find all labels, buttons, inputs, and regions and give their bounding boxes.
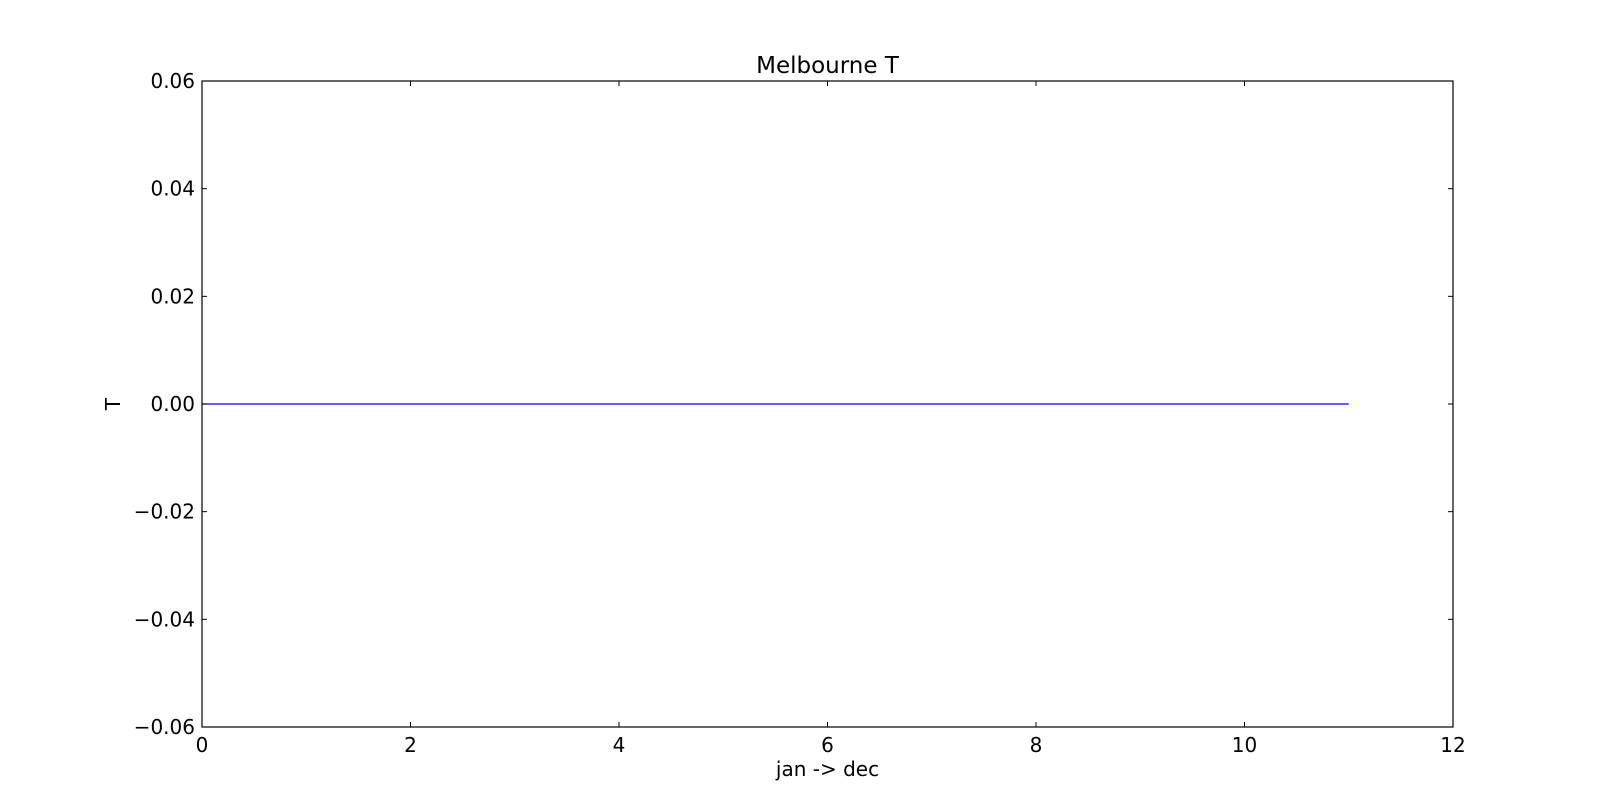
x-tick-label: 12 <box>1440 733 1465 757</box>
x-tick-label: 10 <box>1232 733 1257 757</box>
x-axis-title: jan -> dec <box>775 757 879 781</box>
x-tick-label: 8 <box>1030 733 1043 757</box>
y-tick-label: 0.04 <box>150 177 195 201</box>
y-tick-label: 0.02 <box>150 284 195 308</box>
y-tick-label: −0.06 <box>134 715 195 739</box>
x-tick-label: 2 <box>404 733 417 757</box>
y-tick-label: −0.04 <box>134 607 195 631</box>
chart-title: Melbourne T <box>756 53 900 79</box>
x-tick-label: 0 <box>196 733 209 757</box>
x-tick-label: 4 <box>613 733 626 757</box>
y-tick-label: −0.02 <box>134 500 195 524</box>
tick-layer: 0 2 4 6 8 10 12 0.06 0.04 0.02 0.00 −0.02 −0.04 −0.06 <box>134 69 1466 757</box>
x-tick-label: 6 <box>821 733 834 757</box>
y-axis-title: T <box>101 397 125 411</box>
plot-frame <box>201 80 1454 728</box>
y-tick-label: 0.00 <box>150 392 195 416</box>
y-tick-label: 0.06 <box>150 69 195 93</box>
